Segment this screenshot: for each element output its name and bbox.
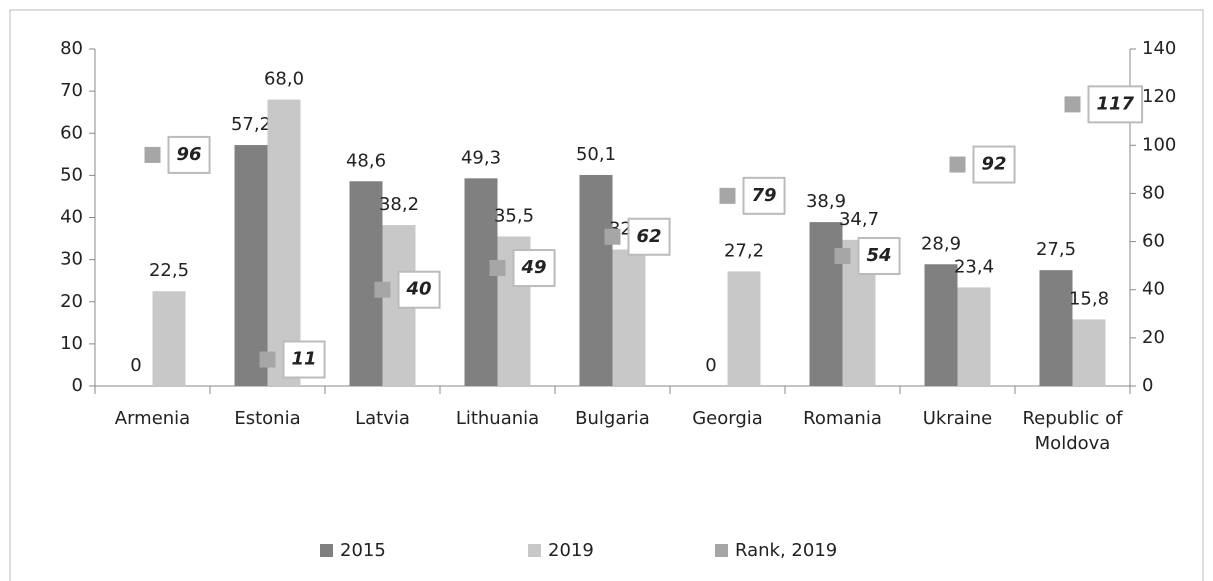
label-box [627, 217, 671, 256]
data-label: 40 [406, 279, 432, 300]
y2-tick-label: 140 [1142, 38, 1176, 59]
data-label: 57,2 [231, 114, 271, 135]
y-tick-label: 20 [60, 291, 83, 312]
data-label: 28,9 [921, 233, 961, 254]
data-label: 49 [521, 257, 547, 278]
label-box [397, 270, 441, 309]
label-box [857, 237, 901, 276]
data-label: 27,2 [724, 240, 764, 261]
x-tick-label: Latvia [355, 408, 410, 429]
bar [727, 271, 761, 386]
data-label: 0 [130, 355, 141, 376]
y2-tick-label: 60 [1142, 231, 1165, 252]
data-label: 23,4 [954, 256, 994, 277]
y2-tick-label: 20 [1142, 327, 1165, 348]
legend-label: 2015 [340, 540, 386, 561]
marker [1064, 96, 1081, 113]
data-label: 50,1 [576, 144, 616, 165]
x-tick-label: Ukraine [922, 408, 993, 429]
data-label: 49,3 [461, 147, 501, 168]
label-box [972, 145, 1016, 184]
y2-tick-label: 0 [1142, 375, 1153, 396]
marker [259, 351, 276, 368]
bar [809, 222, 843, 386]
data-label: 0 [705, 355, 716, 376]
x-tick-label: Georgia [692, 408, 763, 429]
bar [1072, 319, 1106, 386]
data-label: 22,5 [149, 260, 189, 281]
y-tick-label: 10 [60, 333, 83, 354]
marker [719, 187, 736, 204]
legend-swatch [320, 544, 333, 557]
y2-tick-label: 40 [1142, 279, 1165, 300]
label-box [512, 249, 556, 288]
data-label: 34,7 [839, 209, 879, 230]
x-tick-label: Armenia [114, 408, 191, 429]
chart-frame [9, 9, 1204, 581]
legend-swatch [528, 544, 541, 557]
marker [144, 146, 161, 163]
marker [949, 156, 966, 173]
marker [604, 228, 621, 245]
data-label: 54 [867, 245, 892, 266]
bar [579, 174, 613, 386]
data-label: 96 [177, 144, 202, 165]
data-label: 117 [1097, 93, 1135, 114]
bar [1039, 270, 1073, 386]
y-tick-label: 30 [60, 249, 83, 270]
x-tick-label: Lithuania [455, 408, 540, 429]
bar [464, 178, 498, 386]
x-tick-label: Romania [803, 408, 882, 429]
y-tick-label: 50 [60, 164, 83, 185]
bar [267, 99, 301, 387]
bar [612, 249, 646, 386]
x-tick-label: Estonia [234, 408, 301, 429]
bar [957, 287, 991, 386]
data-label: 15,8 [1069, 288, 1109, 309]
marker [834, 248, 851, 265]
legend-label: 2019 [548, 540, 594, 561]
bar [234, 145, 268, 386]
y2-tick-label: 80 [1142, 182, 1165, 203]
legend-swatch [715, 544, 728, 557]
bar [924, 264, 958, 386]
y-tick-label: 60 [60, 122, 83, 143]
marker [374, 281, 391, 298]
data-label: 35,5 [494, 205, 534, 226]
x-tick-label: Republic of Moldova [1022, 408, 1123, 454]
data-label: 11 [292, 349, 317, 370]
bar [152, 291, 186, 386]
label-box [1087, 85, 1144, 124]
y-tick-label: 0 [72, 375, 83, 396]
y2-tick-label: 100 [1142, 134, 1176, 155]
legend-label: Rank, 2019 [735, 540, 837, 561]
data-label: 79 [752, 185, 777, 206]
marker [489, 260, 506, 277]
y2-tick-label: 120 [1142, 86, 1176, 107]
data-label: 48,6 [346, 150, 386, 171]
data-label: 68,0 [264, 69, 304, 90]
x-tick-label: Bulgaria [575, 408, 650, 429]
y-tick-label: 40 [60, 207, 83, 228]
data-label: 38,2 [379, 194, 419, 215]
label-box [742, 176, 786, 215]
label-box [282, 340, 326, 379]
y-tick-label: 70 [60, 80, 83, 101]
data-label: 92 [982, 154, 1007, 175]
data-label: 62 [637, 226, 662, 247]
data-label: 27,5 [1036, 239, 1076, 260]
data-label: 38,9 [806, 191, 846, 212]
y-tick-label: 80 [60, 38, 83, 59]
label-box [167, 135, 211, 174]
